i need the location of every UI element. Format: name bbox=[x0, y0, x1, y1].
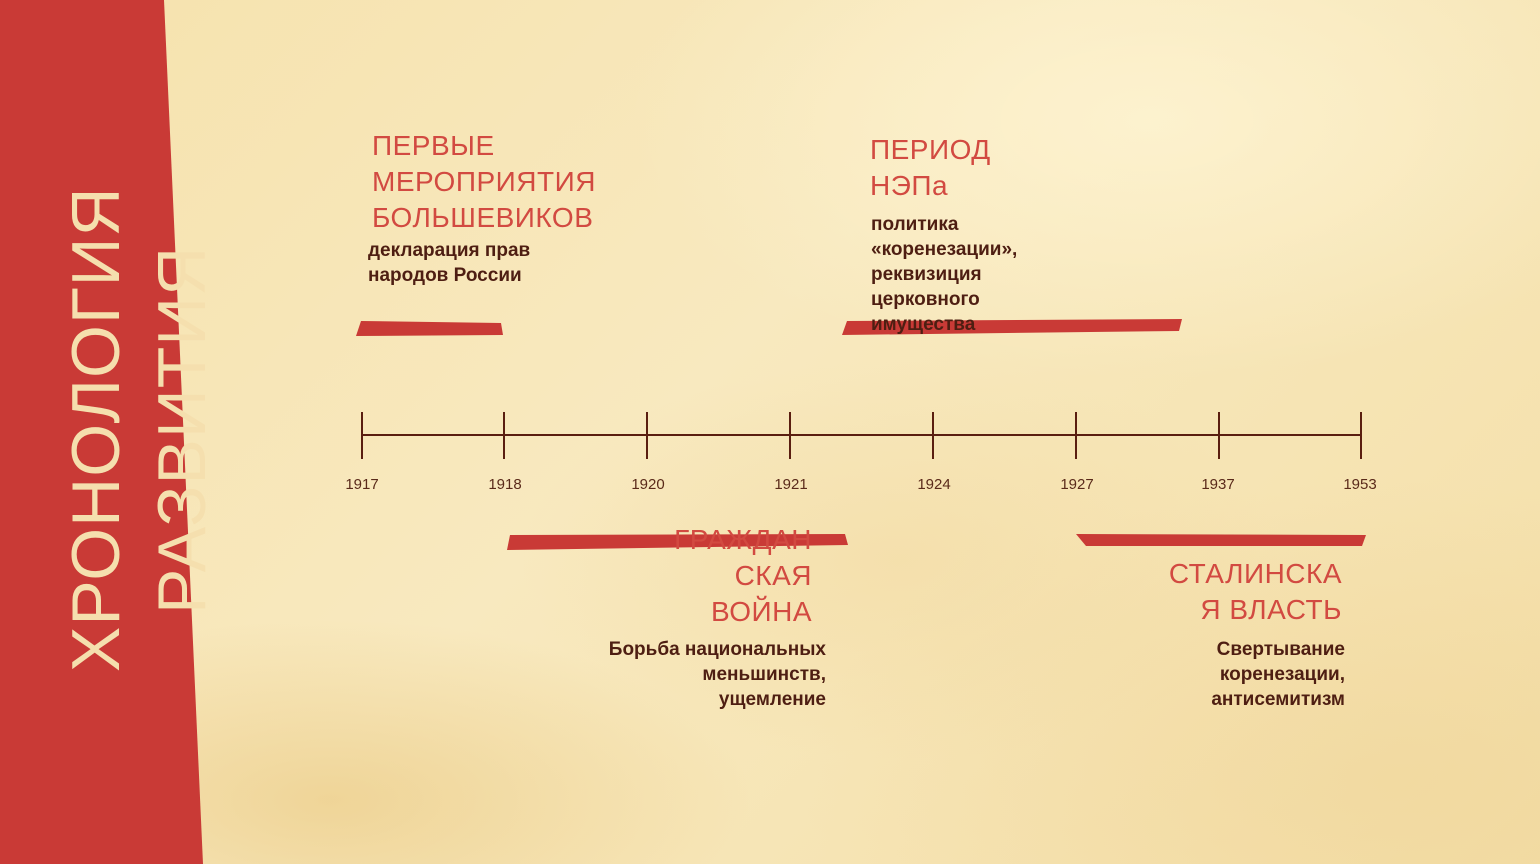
description-line: Свертывание bbox=[1216, 639, 1345, 660]
year-label-1953: 1953 bbox=[1343, 476, 1377, 493]
description-line: «коренезации», bbox=[871, 239, 1018, 260]
heading-line: НЭПа bbox=[870, 170, 949, 201]
heading-line: ПЕРВЫЕ bbox=[372, 130, 495, 161]
description-line: Борьба национальных bbox=[608, 639, 826, 660]
description-line: имущества bbox=[871, 314, 976, 335]
event-heading-stalin: СТАЛИНСКА Я ВЛАСТЬ bbox=[1100, 556, 1342, 628]
year-label-1920: 1920 bbox=[631, 476, 665, 493]
heading-line: БОЛЬШЕВИКОВ bbox=[372, 202, 594, 233]
event-description-first-measures: декларация прав народов России bbox=[368, 238, 530, 288]
timeline-ticks bbox=[361, 412, 1362, 459]
description-line: церковного bbox=[871, 289, 980, 310]
description-line: антисемитизм bbox=[1211, 689, 1345, 710]
event-description-nep: политика «коренезации», реквизиция церко… bbox=[871, 212, 1017, 337]
description-line: народов России bbox=[368, 265, 522, 286]
year-label-1918: 1918 bbox=[488, 476, 522, 493]
heading-line: ГРАЖДАН bbox=[674, 524, 812, 555]
description-line: ущемление bbox=[718, 689, 826, 710]
event-description-civil-war: Борьба национальных меньшинств, ущемлени… bbox=[556, 637, 826, 712]
year-label-1937: 1937 bbox=[1201, 476, 1235, 493]
heading-line: СТАЛИНСКА bbox=[1168, 558, 1342, 589]
year-label-1921: 1921 bbox=[774, 476, 808, 493]
event-description-stalin: Свертывание коренезации, антисемитизм bbox=[1100, 637, 1345, 712]
year-label-1924: 1924 bbox=[917, 476, 951, 493]
period-bar-nep bbox=[842, 319, 1182, 335]
heading-line: СКАЯ bbox=[734, 560, 812, 591]
description-line: декларация прав bbox=[368, 240, 531, 261]
description-line: реквизиция bbox=[871, 264, 982, 285]
description-line: коренезации, bbox=[1219, 664, 1345, 685]
year-label-1917: 1917 bbox=[345, 476, 379, 493]
year-label-1927: 1927 bbox=[1060, 476, 1094, 493]
description-line: политика bbox=[871, 214, 959, 235]
heading-line: ВОЙНА bbox=[710, 596, 812, 627]
heading-line: ПЕРИОД bbox=[870, 134, 991, 165]
event-heading-first-measures: ПЕРВЫЕ МЕРОПРИЯТИЯ БОЛЬШЕВИКОВ bbox=[372, 128, 596, 236]
period-bar-civil-war bbox=[507, 534, 848, 550]
event-heading-civil-war: ГРАЖДАН СКАЯ ВОЙНА bbox=[612, 522, 812, 630]
heading-line: МЕРОПРИЯТИЯ bbox=[372, 166, 596, 197]
description-line: меньшинств, bbox=[702, 664, 826, 685]
heading-line: Я ВЛАСТЬ bbox=[1200, 594, 1342, 625]
period-bar-stalin bbox=[1076, 534, 1366, 546]
period-bar-first-measures bbox=[356, 321, 503, 336]
event-heading-nep: ПЕРИОД НЭПа bbox=[870, 132, 991, 204]
